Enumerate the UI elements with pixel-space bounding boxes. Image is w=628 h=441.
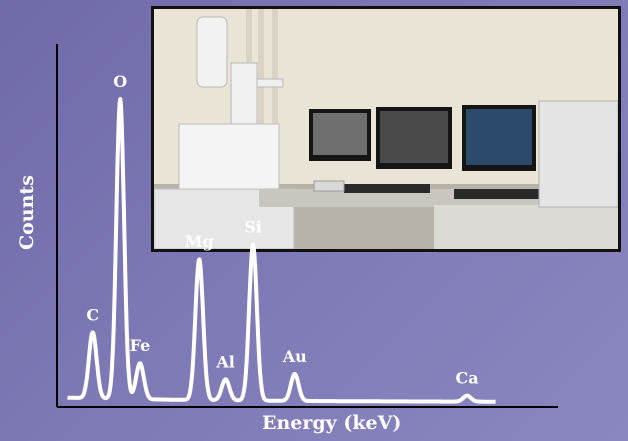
peak-label-c: C bbox=[86, 305, 99, 324]
peak-label-ca: Ca bbox=[456, 369, 479, 388]
spectrum-line bbox=[68, 99, 496, 402]
peak-label-al: Al bbox=[215, 352, 235, 371]
peak-labels: C O Fe Mg Al Si Au Ca bbox=[86, 72, 478, 388]
peak-label-o: O bbox=[113, 72, 127, 91]
x-axis-label: Energy (keV) bbox=[262, 412, 401, 434]
peak-label-mg: Mg bbox=[185, 232, 214, 251]
peak-label-au: Au bbox=[282, 347, 307, 366]
y-axis-label: Counts bbox=[16, 175, 38, 250]
peak-label-si: Si bbox=[244, 218, 262, 237]
peak-label-fe: Fe bbox=[130, 336, 151, 355]
